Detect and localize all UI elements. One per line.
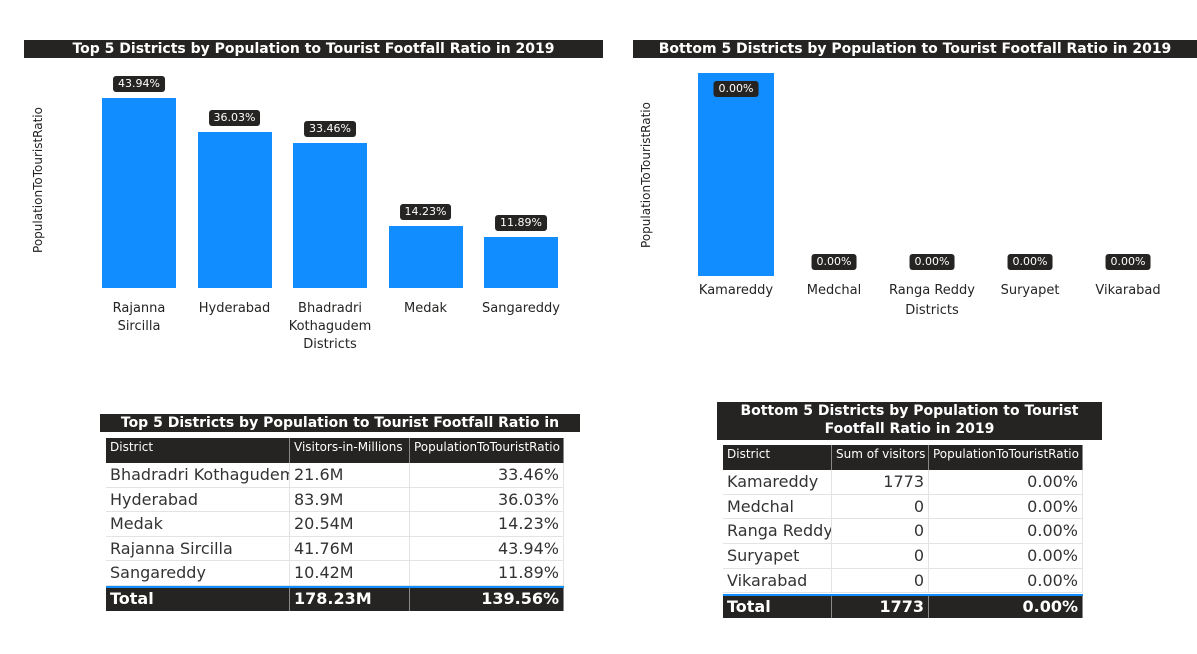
table-cell: Hyderabad [106, 487, 290, 513]
table-row: Hyderabad 83.9M 36.03% [106, 487, 564, 513]
value-label: 43.94% [113, 76, 165, 92]
x-tick-label: Suryapet [1000, 283, 1060, 298]
table-cell: 33.46% [410, 463, 564, 488]
table-cell: Bhadradri Kothagudem [106, 463, 290, 488]
bar [484, 236, 558, 288]
table-cell: 83.9M [290, 487, 410, 513]
table-cell: Medchal [723, 494, 832, 520]
table-row: Rajanna Sircilla 41.76M 43.94% [106, 536, 564, 562]
table-cell: Kamareddy [723, 470, 832, 495]
bar [698, 73, 774, 276]
table-cell: 36.03% [410, 487, 564, 513]
table-row: Medak 20.54M 14.23% [106, 512, 564, 537]
table-cell: Total [723, 595, 832, 619]
table-cell: PopulationToTouristRatio [929, 445, 1083, 470]
table-header: District Sum of visitors PopulationToTouri… [723, 445, 1083, 470]
table-cell: Vikarabad [723, 568, 832, 594]
table-title: Top 5 Districts by Population to Tourist… [100, 414, 580, 449]
x-tick-label: Ranga Reddy [889, 283, 975, 298]
table-row: Vikarabad 0 0.00% [723, 568, 1083, 594]
table-cell: Medak [106, 512, 290, 537]
table-cell: 0.00% [929, 519, 1083, 545]
value-label: 0.00% [811, 254, 857, 270]
table-cell: 0.00% [929, 568, 1083, 594]
table-cell: 0.00% [929, 544, 1083, 569]
table-cell: 0.00% [929, 470, 1083, 495]
table-row: Ranga Reddy 0 0.00% [723, 519, 1083, 545]
y-axis-label: PopulationToTouristRatio [31, 107, 45, 253]
table-cell: 43.94% [410, 536, 564, 562]
table-row: Suryapet 0 0.00% [723, 544, 1083, 569]
table-cell: Ranga Reddy [723, 519, 832, 545]
table-cell: 1773 [832, 470, 929, 495]
table-row: Medchal 0 0.00% [723, 494, 1083, 520]
table-cell: 178.23M [290, 588, 410, 611]
value-label: 0.00% [909, 254, 955, 270]
chart-title: Top 5 Districts by Population to Tourist… [24, 40, 603, 58]
x-axis-label: Districts [905, 303, 959, 318]
table-cell: 14.23% [410, 512, 564, 537]
x-tick-label: Medak [404, 301, 447, 316]
x-tick-label: Rajanna Sircilla [112, 301, 166, 334]
table-cell: 0 [832, 568, 929, 594]
bar [197, 132, 272, 288]
x-tick-label: Kamareddy [698, 283, 774, 298]
table-row: Bhadradri Kothagudem 21.6M 33.46% [106, 463, 564, 488]
table-cell: 21.6M [290, 463, 410, 488]
table-cell: 0 [832, 519, 929, 545]
table-cell: 20.54M [290, 512, 410, 537]
bar [388, 226, 463, 288]
table-row: Sangareddy 10.42M 11.89% [106, 561, 564, 586]
table-cell: 0.00% [929, 595, 1083, 619]
table-cell: Total [106, 588, 290, 611]
table-row: Kamareddy 1773 0.00% [723, 470, 1083, 495]
table-title: Bottom 5 Districts by Population to Tour… [717, 402, 1102, 440]
x-tick-label: Sangareddy [482, 301, 560, 316]
bar [293, 143, 367, 288]
x-tick-label: Medchal [806, 283, 862, 298]
table-cell: 11.89% [410, 561, 564, 586]
table-cell: Sum of visitors [832, 445, 929, 470]
value-label: 33.46% [304, 121, 356, 138]
table-cell: Suryapet [723, 544, 832, 569]
value-label: 0.00% [1105, 254, 1151, 270]
table-cell: Rajanna Sircilla [106, 536, 290, 562]
table-header: District Visitors-in-Millions PopulationTo… [106, 438, 564, 463]
table-cell: Sangareddy [106, 561, 290, 586]
table-cell: 0 [832, 494, 929, 520]
bar [102, 98, 176, 288]
table-total: Total 1773 0.00% [723, 593, 1083, 619]
table-cell: District [723, 445, 832, 470]
value-label: 0.00% [713, 81, 759, 97]
x-axis-label: Districts [303, 337, 357, 352]
x-tick-label: Bhadradri Kothagudem [288, 301, 372, 334]
table-cell: 1773 [832, 595, 929, 619]
table-cell: PopulationToTouristRatio [410, 438, 564, 463]
table-cell: 41.76M [290, 536, 410, 562]
x-tick-label: Hyderabad [198, 301, 271, 316]
x-tick-label: Vikarabad [1095, 283, 1161, 298]
table-total: Total 178.23M 139.56% [106, 586, 564, 611]
chart-title: Bottom 5 Districts by Population to Tour… [633, 40, 1197, 58]
value-label: 14.23% [399, 204, 452, 221]
table-cell: 139.56% [410, 588, 564, 611]
value-label: 11.89% [495, 214, 547, 231]
value-label: 36.03% [208, 110, 261, 127]
table-cell: 0 [832, 544, 929, 569]
table-cell: 10.42M [290, 561, 410, 586]
table-cell: District [106, 438, 290, 463]
y-axis-label: PopulationToTouristRatio [639, 102, 653, 248]
table-cell: Visitors-in-Millions [290, 438, 410, 463]
table-cell: 0.00% [929, 494, 1083, 520]
value-label: 0.00% [1007, 254, 1053, 270]
